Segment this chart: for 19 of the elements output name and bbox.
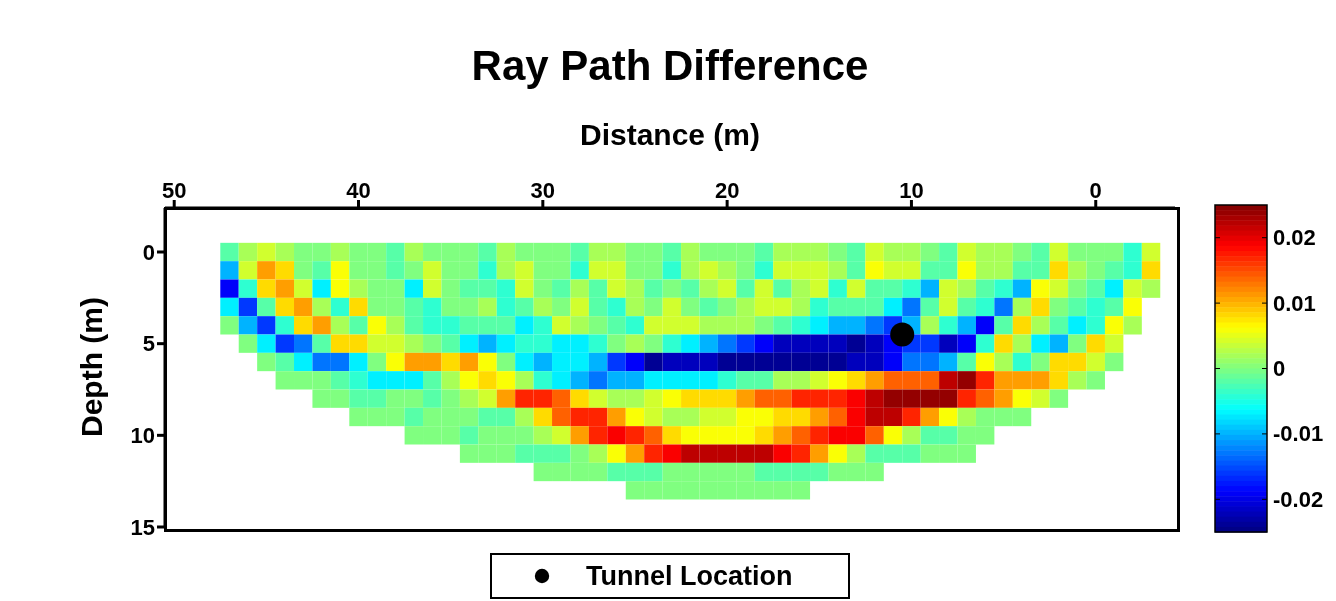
x-tick-label: 0 — [1089, 178, 1102, 203]
color-bar-label: 0.02 — [1273, 225, 1316, 251]
color-bar-label: 0.01 — [1273, 290, 1316, 316]
x-tick-label: 40 — [346, 178, 371, 203]
x-tick-label: 20 — [714, 178, 740, 203]
y-tick-label: 0 — [142, 239, 155, 265]
color-bar-label: -0.02 — [1273, 486, 1324, 512]
chart-title: Ray Path Difference — [470, 42, 870, 90]
y-axis-title: Depth (m) — [75, 295, 109, 439]
x-axis-title: Distance (m) — [578, 118, 761, 152]
color-bar-label: -0.01 — [1273, 421, 1324, 447]
color-bar-label: 0 — [1273, 356, 1286, 381]
y-tick-label: 15 — [130, 514, 155, 540]
y-tick-label: 5 — [142, 331, 155, 357]
x-tick-label: 10 — [899, 178, 924, 203]
x-tick-label: 50 — [161, 178, 187, 203]
legend-label: Tunnel Location — [586, 560, 793, 592]
x-tick-label: 30 — [530, 178, 556, 203]
y-tick-label: 10 — [130, 423, 155, 449]
